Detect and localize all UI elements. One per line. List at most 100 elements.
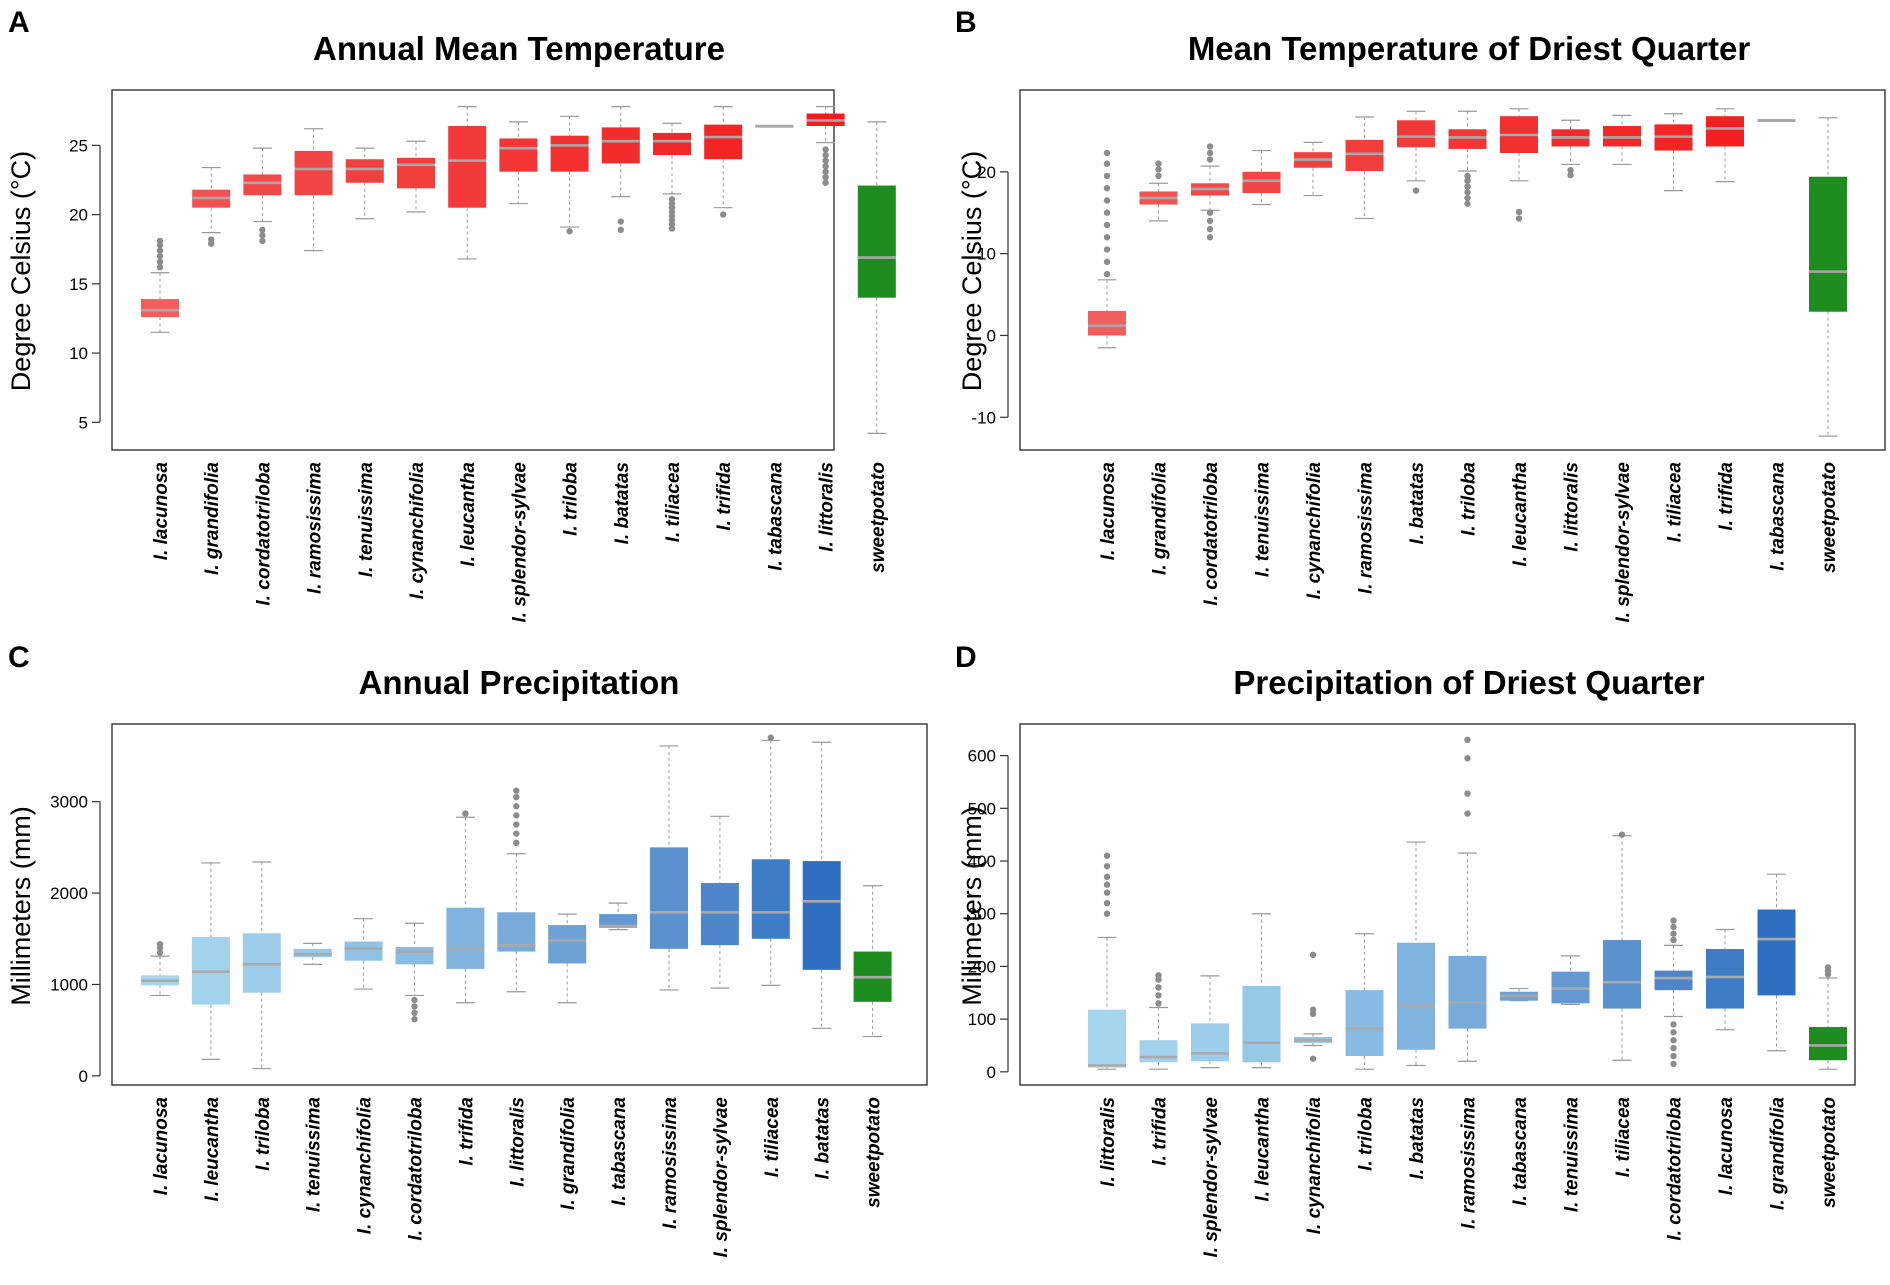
chart-0-box-3-iqr (294, 150, 333, 196)
chart-2-x-tick-label-12: I. tiliacea (762, 1097, 783, 1178)
chart-1-box-1-outlier-1 (1155, 166, 1162, 173)
chart-2-box-2-iqr (242, 933, 281, 993)
chart-0-x-tick-label-6: I. leucantha (458, 462, 479, 567)
chart-2-box-7-outlier-2 (513, 821, 520, 828)
chart-1-box-0-outlier-2 (1103, 246, 1111, 253)
chart-title-c: Annual Precipitation (359, 664, 680, 701)
chart-1-box-2-outlier-1 (1206, 225, 1214, 233)
chart-0-x-tick-label-9: I. batatas (612, 462, 633, 544)
chart-3-box-0-outlier-4 (1103, 873, 1111, 881)
chart-3-x-tick-label-4: I. cynanchifolia (1304, 1097, 1325, 1235)
chart-3-box-2-iqr (1191, 1023, 1229, 1062)
chart-2-box-7-outlier-6 (513, 787, 520, 794)
chart-1-x-tick-label-2: I. cordatotriloba (1201, 462, 1222, 606)
chart-2-box-6-outlier-0 (462, 810, 469, 817)
chart-1-box-2-outlier-5 (1206, 149, 1214, 157)
chart-3-box-1-outlier-4 (1155, 972, 1162, 979)
chart-1-box-7-outlier-2 (1464, 189, 1471, 196)
chart-3-box-11-outlier-8 (1670, 923, 1677, 931)
chart-2-y-tick-label-1: 1000 (50, 975, 88, 994)
chart-1-x-tick-label-6: I. batatas (1407, 462, 1428, 544)
chart-1-y-tick-label-3: 20 (977, 163, 996, 182)
y-axis-label-d: Millimeters (mm) (957, 806, 987, 1005)
chart-0-box-10-iqr (653, 132, 691, 156)
chart-0-x-tick-label-11: I. trifida (714, 462, 735, 531)
chart-2-box-10-iqr (650, 847, 688, 949)
chart-1-x-tick-label-8: I. leucantha (1510, 462, 1531, 567)
chart-3-box-4-outlier-3 (1309, 951, 1317, 959)
chart-1-y-tick-label-0: -10 (971, 408, 996, 427)
y-axis-label-c: Millimeters (mm) (6, 806, 36, 1005)
chart-0-x-tick-label-5: I. cynanchifolia (407, 462, 428, 600)
chart-1-box-0-outlier-7 (1103, 184, 1111, 192)
chart-1-box-7-outlier-4 (1464, 177, 1471, 185)
chart-3-y-tick-label-4: 400 (968, 852, 996, 871)
chart-2-x-tick-label-0: I. lacunosa (151, 1097, 172, 1196)
chart-2-x-tick-label-10: I. ramosissima (660, 1097, 681, 1229)
panel-c: C Annual Precipitation Millimeters (mm) … (6, 641, 928, 1258)
chart-1-x-tick-label-9: I. littoralis (1562, 462, 1583, 552)
chart-2-box-13-iqr (802, 861, 841, 970)
chart-2-box-3-iqr (293, 948, 332, 958)
chart-2-box-5-outlier-1 (411, 1009, 418, 1016)
chart-0-box-9-iqr (601, 127, 640, 164)
panel-d: D Precipitation of Driest Quarter Millim… (955, 641, 1856, 1258)
chart-1-box-0-outlier-6 (1103, 197, 1111, 204)
chart-3-box-7-outlier-3 (1464, 736, 1471, 744)
chart-3-x-tick-label-11: I. cordatotriloba (1665, 1097, 1686, 1241)
chart-3-box-10-outlier-0 (1618, 831, 1626, 838)
chart-1-box-12-iqr (1706, 116, 1744, 147)
chart-3-box-0-outlier-1 (1103, 899, 1111, 907)
chart-0-x-tick-label-7: I. splendor-sylvae (509, 462, 530, 623)
panel-letter-b: B (955, 6, 977, 39)
chart-2-plot-frame (111, 723, 928, 1086)
chart-0-box-2-outlier-1 (259, 232, 266, 239)
chart-1-x-tick-label-11: I. tiliacea (1665, 462, 1686, 543)
chart-3-y-tick-label-3: 300 (968, 905, 996, 924)
chart-0-box-9-outlier-0 (617, 226, 624, 234)
chart-2-box-9-iqr (599, 914, 638, 928)
chart-2-x-tick-label-2: I. triloba (253, 1097, 274, 1171)
chart-1-box-0-outlier-5 (1103, 209, 1111, 216)
chart-0-x-tick-label-10: I. tiliacea (663, 462, 684, 543)
chart-0-box-9-outlier-1 (617, 218, 624, 225)
chart-3-x-tick-label-7: I. ramosissima (1459, 1097, 1480, 1229)
chart-0-box-11-iqr (704, 124, 743, 160)
chart-0-x-tick-label-12: I. tabascana (765, 462, 786, 571)
chart-0-y-tick-label-3: 20 (69, 206, 88, 225)
chart-1-x-tick-label-13: I. tabascana (1768, 462, 1789, 571)
chart-3-box-7-iqr (1448, 955, 1487, 1029)
chart-1-box-0-outlier-9 (1103, 160, 1111, 167)
chart-3-y-tick-label-2: 200 (968, 957, 996, 976)
chart-3-box-5-iqr (1345, 990, 1384, 1057)
chart-2-y-tick-label-2: 2000 (50, 884, 88, 903)
chart-3-box-11-iqr (1654, 970, 1693, 991)
chart-0-box-0-outlier-1 (156, 258, 164, 265)
chart-1-x-tick-label-12: I. trifida (1716, 462, 1737, 531)
chart-1-box-7-outlier-1 (1464, 194, 1471, 202)
chart-0-x-tick-label-0: I. lacunosa (151, 462, 172, 561)
panel-letter-a: A (8, 6, 30, 39)
chart-0-plot-frame (111, 89, 835, 451)
chart-3-x-tick-label-14: sweetpotato (1819, 1097, 1840, 1208)
chart-3-box-0-outlier-5 (1103, 863, 1111, 870)
chart-2-box-7-outlier-1 (513, 830, 520, 837)
chart-2-x-tick-label-5: I. cordatotriloba (406, 1097, 427, 1241)
chart-0-box-2-iqr (243, 174, 282, 196)
chart-3-box-11-outlier-3 (1670, 1037, 1677, 1044)
chart-0-box-8-outlier-0 (566, 228, 573, 235)
chart-2-box-7-outlier-0 (513, 839, 520, 847)
chart-1-box-8-outlier-0 (1515, 215, 1523, 222)
chart-2-box-6-iqr (446, 907, 485, 969)
chart-1-box-2-outlier-3 (1206, 209, 1214, 216)
chart-0-box-0-outlier-0 (156, 264, 164, 271)
chart-1-plot-frame (1019, 89, 1886, 451)
chart-1-box-3-iqr (1242, 171, 1281, 194)
chart-2-x-tick-label-7: I. littoralis (507, 1097, 528, 1187)
chart-3-box-1-iqr (1139, 1040, 1178, 1063)
chart-1-box-0-outlier-10 (1103, 149, 1111, 157)
chart-3-x-tick-label-13: I. grandifolia (1768, 1097, 1789, 1210)
chart-1-box-0-outlier-0 (1103, 270, 1111, 278)
chart-1-x-tick-label-7: I. triloba (1459, 462, 1480, 536)
chart-3-box-11-outlier-7 (1670, 930, 1677, 937)
